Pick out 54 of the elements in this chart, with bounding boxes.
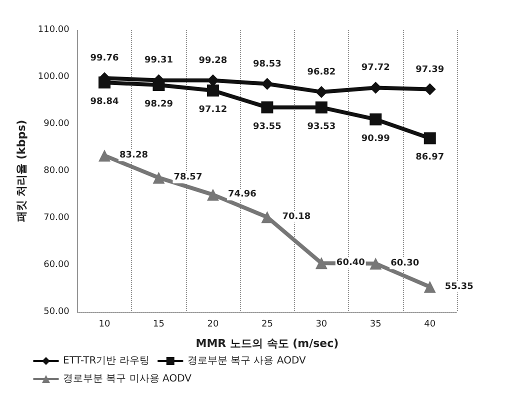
data-label: 98.29 <box>144 100 173 110</box>
y-tick-label: 50.00 <box>44 307 70 317</box>
y-tick-label: 110.00 <box>38 25 70 35</box>
point <box>206 188 219 201</box>
data-label: 90.99 <box>361 134 390 144</box>
y-tick-label: 80.00 <box>44 166 70 176</box>
x-tick-label: 10 <box>98 320 111 330</box>
point <box>424 280 436 293</box>
data-label: 60.30 <box>390 258 420 269</box>
point <box>98 150 111 162</box>
legend-label: 경로부분 복구 미사용 AODV <box>63 374 192 384</box>
data-label: 74.96 <box>228 190 256 200</box>
data-label: 86.97 <box>416 152 444 163</box>
data-label: 99.31 <box>144 56 173 66</box>
data-label: 96.82 <box>307 67 336 78</box>
point <box>315 101 328 114</box>
data-label: 60.40 <box>336 258 365 268</box>
data-label: 55.35 <box>444 282 474 292</box>
y-tick-label: 90.00 <box>44 119 70 129</box>
data-label: 93.55 <box>252 122 282 132</box>
point <box>370 113 382 126</box>
point <box>206 84 219 97</box>
y-tick-label: 100.00 <box>38 72 70 82</box>
point <box>261 101 274 114</box>
x-tick-label: 30 <box>316 320 328 330</box>
data-label: 97.39 <box>416 64 444 75</box>
data-label: 97.72 <box>361 63 390 74</box>
x-tick-label: 40 <box>424 320 436 330</box>
point <box>424 132 436 144</box>
data-label: 93.53 <box>307 122 336 132</box>
x-tick-label: 15 <box>153 320 164 330</box>
y-tick-label: 70.00 <box>44 213 70 223</box>
point <box>261 78 274 90</box>
x-tick-label: 25 <box>261 320 273 330</box>
point <box>315 86 328 98</box>
data-label: 83.28 <box>120 150 148 161</box>
y-tick-label: 60.00 <box>44 260 70 270</box>
data-label: 78.57 <box>174 172 202 183</box>
data-label: 99.76 <box>90 54 119 64</box>
x-axis-title: MMR 노드의 속도 (m/sec) <box>196 337 339 350</box>
data-label: 97.12 <box>198 105 228 116</box>
data-label: 70.18 <box>282 212 311 222</box>
y-axis-title: 패킷 처리율 (kbps) <box>15 120 28 222</box>
data-label: 98.84 <box>90 96 119 107</box>
data-label: 99.28 <box>198 56 228 66</box>
data-label: 98.53 <box>252 59 282 70</box>
x-tick-label: 20 <box>207 320 219 330</box>
legend-label: 경로부분 복구 사용 AODV <box>187 356 306 366</box>
point <box>152 172 165 184</box>
point <box>315 257 328 270</box>
x-tick-label: 35 <box>370 320 382 330</box>
legend-label: ETT-TR기반 라우팅 <box>63 356 150 366</box>
point <box>98 76 111 88</box>
point <box>370 258 382 270</box>
